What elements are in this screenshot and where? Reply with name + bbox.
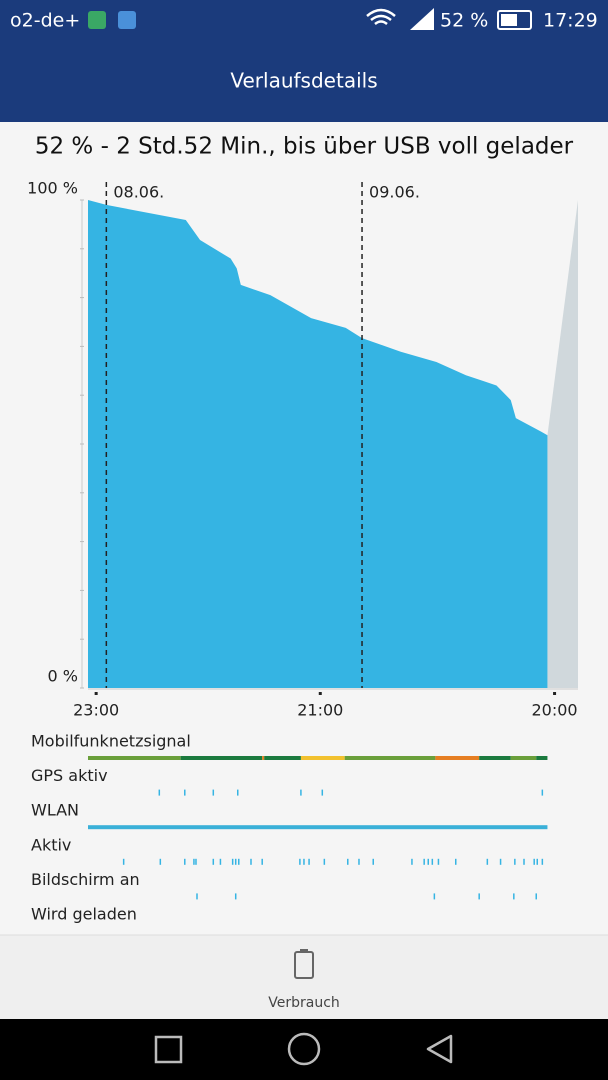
timeline-event <box>423 858 425 865</box>
timeline-segment <box>344 756 436 760</box>
timeline-event <box>535 893 537 900</box>
timeline-event <box>486 858 489 865</box>
timeline-label: Bildschirm an <box>31 870 140 889</box>
timeline-event <box>431 858 434 865</box>
timeline-event <box>478 893 480 900</box>
timeline-event <box>533 858 535 865</box>
timeline-event <box>308 858 310 865</box>
timeline-label: Aktiv <box>31 835 71 854</box>
battery-percent: 52 % <box>440 10 488 32</box>
timeline-event <box>321 789 324 796</box>
timeline-event <box>358 858 360 865</box>
timeline-event <box>250 858 252 865</box>
timeline-event <box>193 858 195 865</box>
battery-level <box>501 14 517 26</box>
timeline-event <box>234 858 237 865</box>
battery-cap <box>300 949 308 952</box>
usage-label: Verbrauch <box>268 995 340 1011</box>
battery-area <box>88 200 548 688</box>
nav-bar <box>0 1019 608 1080</box>
home-button[interactable] <box>287 1032 321 1066</box>
timeline-label: Mobilfunknetzsignal <box>31 732 191 751</box>
timeline-event <box>347 858 349 865</box>
timeline-event <box>411 858 413 865</box>
timeline-event <box>234 893 237 900</box>
x-tick-label: 20:00 <box>532 701 578 720</box>
timeline-event <box>299 858 301 865</box>
date-marker-label: 09.06. <box>369 183 420 202</box>
timeline-event <box>541 858 544 865</box>
clock: 17:29 <box>543 10 598 32</box>
forecast-area <box>547 200 578 688</box>
signal-icon <box>410 8 434 30</box>
back-button[interactable] <box>426 1034 453 1064</box>
timeline-event <box>238 858 240 865</box>
date-marker-label: 08.06. <box>113 183 164 202</box>
timeline-segment <box>264 756 301 760</box>
timeline-event <box>433 893 436 900</box>
notification-icon <box>88 11 106 29</box>
timeline-event <box>196 893 198 900</box>
timeline-event <box>261 858 263 865</box>
recents-button[interactable] <box>154 1035 183 1064</box>
timeline-segment <box>262 756 265 760</box>
wifi-icon <box>366 8 396 26</box>
timeline-event <box>303 858 305 865</box>
timeline-segment <box>300 756 345 760</box>
x-tick-label: 21:00 <box>297 701 343 720</box>
timeline-event <box>523 858 525 865</box>
battery-icon <box>497 10 532 30</box>
timeline-segment <box>510 756 537 760</box>
timeline-event <box>231 858 234 865</box>
timeline-event <box>437 858 440 865</box>
y-tick-label: 100 % <box>27 179 78 198</box>
chart-title: 52 % - 2 Std.52 Min., bis über USB voll … <box>35 134 574 160</box>
timeline-label: Wird geladen <box>31 905 137 924</box>
timeline-event <box>455 858 457 865</box>
timeline-event <box>541 789 544 796</box>
timeline-segment <box>435 756 480 760</box>
timeline-event <box>219 858 222 865</box>
x-tick <box>94 692 98 695</box>
timeline-event <box>159 858 162 865</box>
timeline-event <box>122 858 125 865</box>
x-tick-label: 23:00 <box>73 701 119 720</box>
timeline-event <box>499 858 502 865</box>
timeline-label: WLAN <box>31 801 79 820</box>
timeline-segment <box>536 756 548 760</box>
timeline-label: GPS aktiv <box>31 766 108 785</box>
timeline-event <box>536 858 539 865</box>
timeline-event <box>513 893 515 900</box>
timeline-event <box>158 789 161 796</box>
timeline-event <box>514 858 516 865</box>
timeline-segment <box>88 756 181 760</box>
timeline-event <box>212 789 215 796</box>
timeline-event <box>372 858 374 865</box>
x-tick <box>318 692 322 695</box>
notification-icon <box>118 11 136 29</box>
timeline-event <box>427 858 429 865</box>
x-tick <box>553 692 557 695</box>
usage-button[interactable]: Verbrauch <box>268 949 340 1011</box>
timeline-event <box>323 858 326 865</box>
timeline-segment <box>479 756 511 760</box>
timeline-event <box>184 858 186 865</box>
app-title: Verlaufsdetails <box>230 69 377 93</box>
timeline-event <box>237 789 239 796</box>
timeline-event <box>300 789 302 796</box>
timeline-event <box>195 858 197 865</box>
timeline-segment <box>88 825 548 830</box>
timeline-segment <box>180 756 263 760</box>
timeline-event <box>212 858 215 865</box>
timeline-event <box>184 789 186 796</box>
carrier: o2-de+ <box>10 10 80 32</box>
y-tick-label: 0 % <box>48 667 78 686</box>
